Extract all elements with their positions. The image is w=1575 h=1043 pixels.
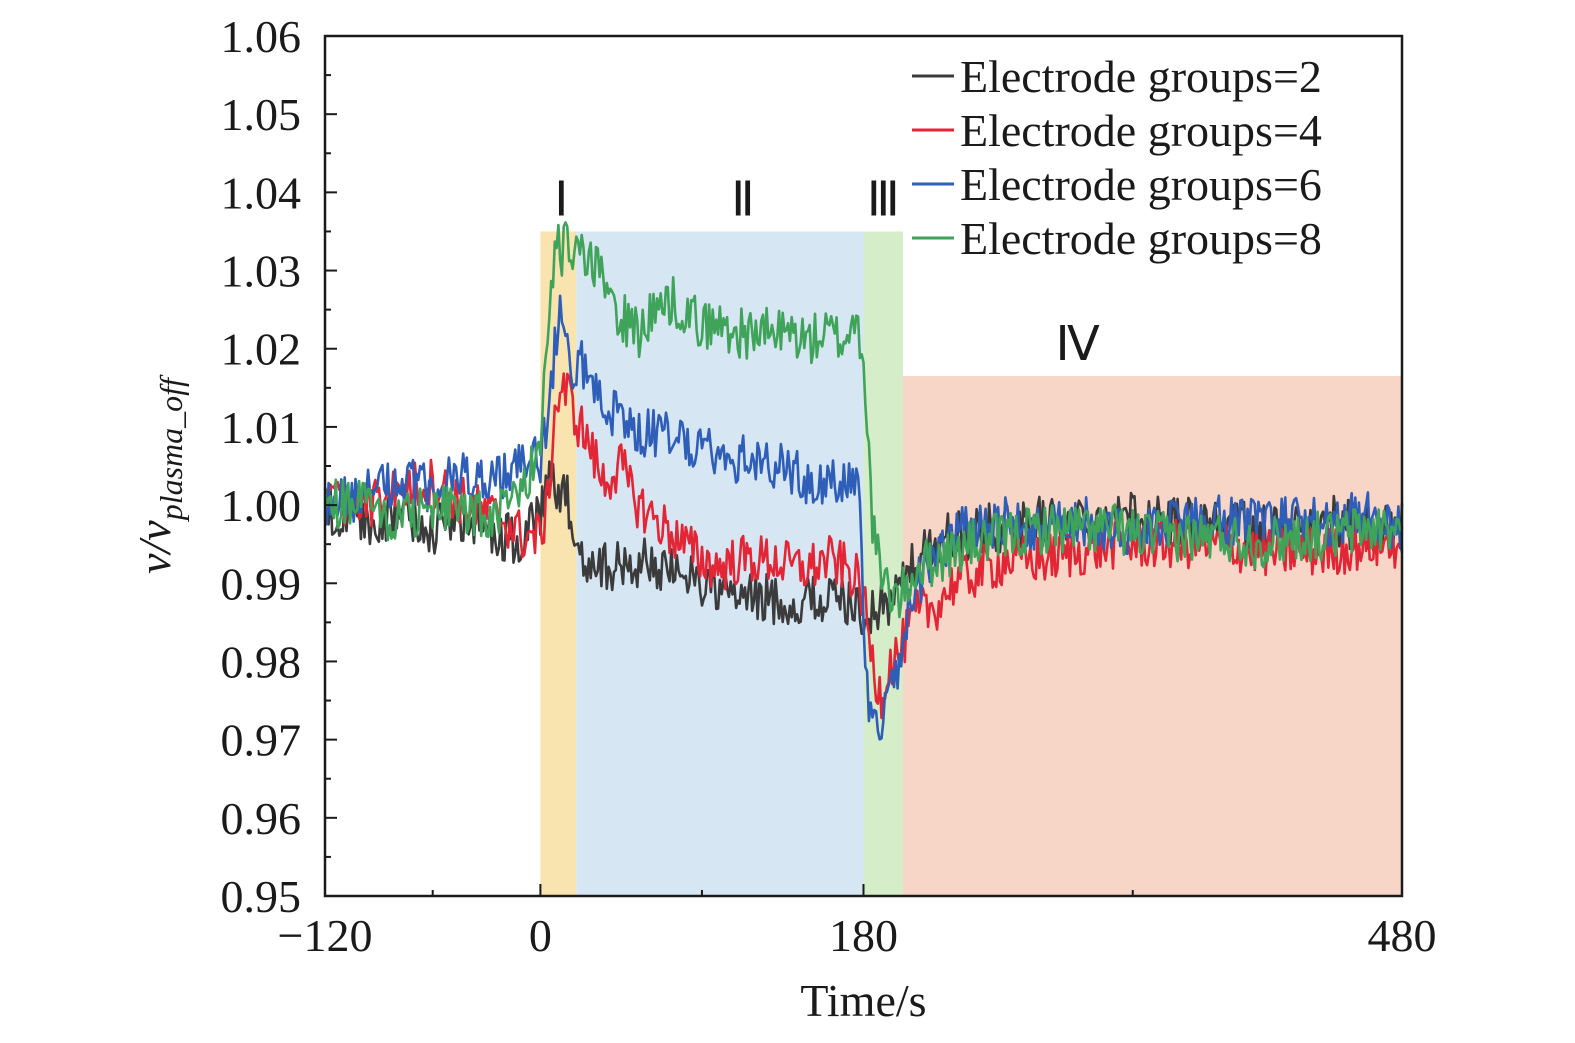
series-line-3 [323, 294, 1404, 741]
x-tick-label: 480 [1368, 910, 1437, 961]
y-tick-label: 1.03 [221, 246, 302, 297]
legend-label-2: Electrode groups=4 [960, 105, 1322, 156]
legend-label-4: Electrode groups=8 [960, 213, 1322, 264]
region-labels-group: Ⅰ Ⅱ Ⅲ Ⅳ [554, 173, 1100, 371]
x-tick-label: 0 [529, 910, 552, 961]
y-tick-label: 0.96 [221, 793, 302, 844]
axis-ticks-group [324, 35, 1403, 897]
tick-labels-group: 0.95 0.96 0.97 0.98 0.99 1.00 1.01 1.02 1.03 1.04… [221, 11, 1437, 961]
x-tick-label: −120 [278, 910, 373, 961]
region-label-3: Ⅲ [867, 173, 900, 226]
y-tick-label: 1.00 [221, 480, 302, 531]
y-tick-label: 1.05 [221, 89, 302, 140]
y-tick-label: 1.01 [221, 402, 302, 453]
y-tick-label: 0.98 [221, 636, 302, 687]
series-group [323, 221, 1404, 741]
region-label-2: Ⅱ [731, 173, 755, 226]
y-axis-title: v/vplasma_off [129, 374, 189, 574]
region-label-1: Ⅰ [554, 173, 568, 226]
y-tick-label: 1.04 [221, 167, 302, 218]
y-axis-title-subscript: plasma_off [153, 374, 189, 522]
region-label-4: Ⅳ [1055, 318, 1099, 371]
x-tick-label: 180 [829, 910, 898, 961]
y-tick-label: 0.99 [221, 558, 302, 609]
y-axis-title-main: v/v [129, 520, 180, 574]
legend-label-3: Electrode groups=6 [960, 159, 1322, 210]
y-tick-label: 0.97 [221, 715, 302, 766]
series-line-4 [323, 221, 1403, 619]
y-tick-label: 1.06 [221, 11, 302, 62]
region-shading-group [540, 231, 1402, 897]
legend-label-1: Electrode groups=2 [960, 51, 1322, 102]
x-axis-title: Time/s [800, 975, 926, 1026]
region-3-band [863, 231, 903, 897]
y-tick-label: 0.95 [221, 871, 302, 922]
y-tick-label: 1.02 [221, 324, 302, 375]
region-4-band [902, 376, 1402, 896]
